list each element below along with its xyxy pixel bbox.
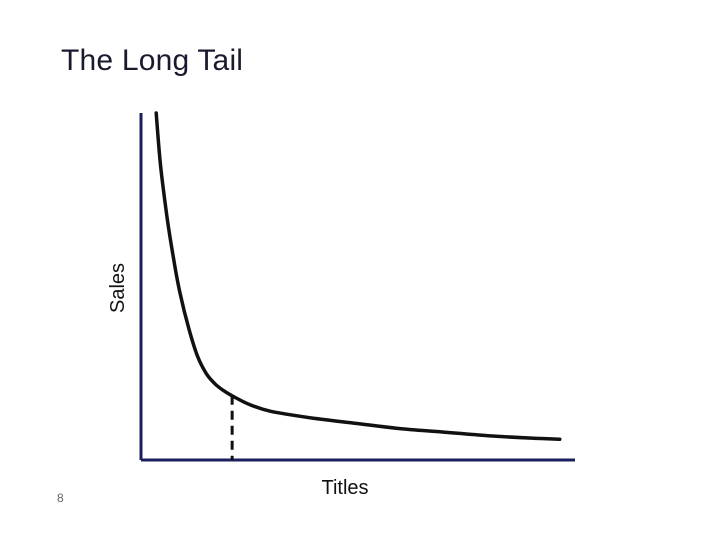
series-line [154, 111, 562, 441]
x-axis-label: Titles [321, 477, 368, 499]
page-number: 8 [57, 491, 64, 505]
y-axis-label: Sales [107, 263, 129, 313]
page-title: The Long Tail [61, 44, 244, 77]
